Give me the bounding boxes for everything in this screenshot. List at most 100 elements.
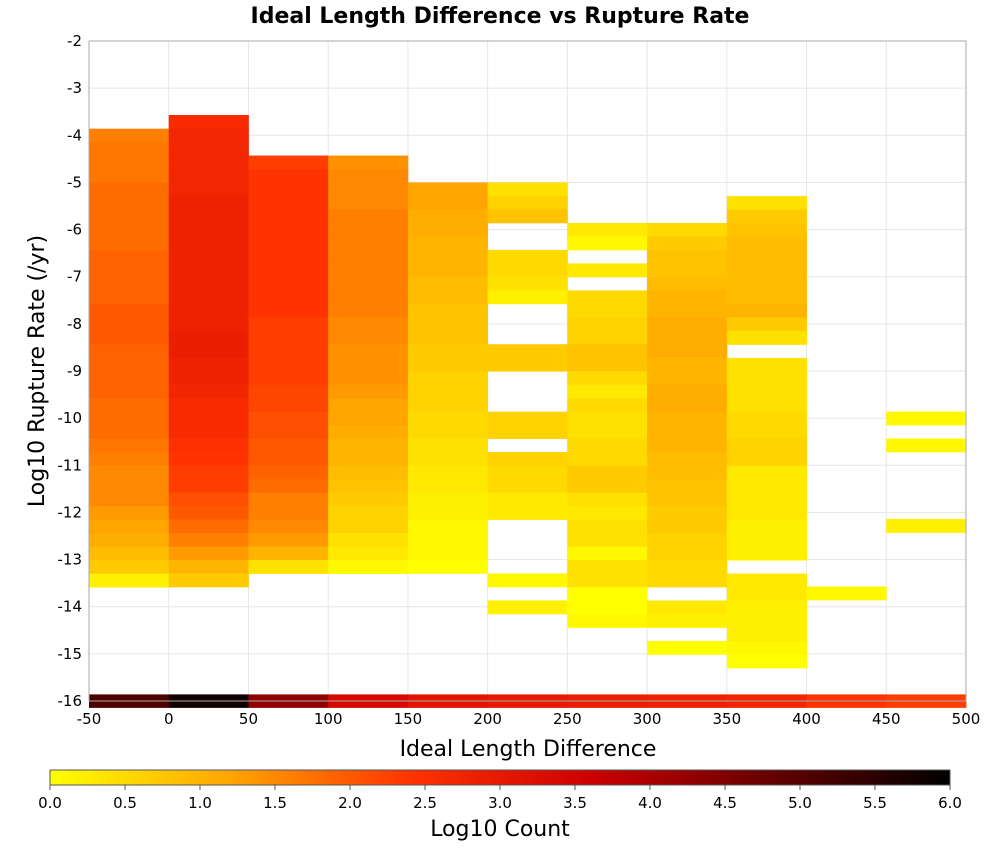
heatmap-cell: [567, 384, 648, 399]
heatmap-cell: [567, 290, 648, 305]
heatmap-cell: [407, 317, 489, 332]
heatmap-cell: [89, 384, 170, 399]
heatmap-cell: [407, 506, 489, 520]
y-tick-label: -10: [58, 409, 83, 427]
heatmap-cell: [328, 533, 409, 547]
heatmap-cell: [726, 250, 807, 264]
heatmap-cell: [168, 344, 249, 359]
heatmap-cell: [726, 627, 807, 642]
heatmap-cell: [647, 519, 728, 534]
heatmap-cell: [407, 465, 489, 480]
x-tick-label: 100: [314, 710, 343, 728]
heatmap-cell: [168, 195, 249, 210]
y-axis-ticks: -2 -3 -4 -5 -6 -7 -8 -9 -10 -11 -12 -13 -14 -15 -16: [58, 32, 83, 710]
heatmap-cell: [328, 357, 409, 372]
heatmap-cell: [487, 425, 568, 440]
heatmap-cell: [248, 452, 329, 467]
heatmap-cell: [567, 492, 648, 507]
heatmap-cell: [248, 169, 329, 183]
heatmap-cell: [328, 371, 409, 386]
x-tick-label: 200: [473, 710, 502, 728]
heatmap-cell: [726, 438, 807, 453]
heatmap-cell: [647, 533, 728, 547]
heatmap-cell: [407, 384, 489, 399]
heatmap-cell: [567, 371, 648, 386]
heatmap-cell: [726, 641, 807, 655]
heatmap-cell: [89, 371, 170, 386]
heatmap-cell: [567, 330, 648, 345]
heatmap-cell: [726, 263, 807, 278]
heatmap-cell: [407, 249, 489, 264]
heatmap-cell: [248, 533, 329, 547]
heatmap-cell: [89, 344, 170, 359]
colorbar-tick-label: 3.5: [563, 794, 587, 812]
y-tick-label: -4: [67, 126, 82, 144]
heatmap-cell: [806, 586, 887, 601]
heatmap-cell: [89, 425, 170, 440]
heatmap-cell: [647, 573, 728, 588]
heatmap-cell: [168, 465, 249, 480]
heatmap-cell: [168, 506, 249, 520]
heatmap-cell: [168, 115, 249, 129]
x-tick-label: 250: [553, 710, 582, 728]
y-tick-label: -2: [67, 32, 82, 50]
heatmap-cell: [647, 290, 728, 305]
heatmap-cell: [647, 384, 728, 399]
heatmap-cell: [487, 276, 568, 291]
heatmap-cell: [647, 465, 728, 480]
heatmap-cell: [168, 438, 249, 453]
heatmap-cell: [248, 290, 329, 305]
heatmap-cell: [89, 519, 170, 534]
heatmap-cell: [407, 519, 489, 534]
heatmap-cell: [248, 546, 329, 561]
heatmap-cell: [726, 479, 807, 494]
heatmap-cell: [89, 465, 170, 480]
heatmap-cell: [726, 614, 807, 628]
x-tick-label: 150: [394, 710, 423, 728]
heatmap-cell: [647, 398, 728, 413]
colorbar-tick-label: 4.5: [713, 794, 737, 812]
heatmap-cell: [89, 330, 170, 345]
heatmap-cell: [407, 532, 489, 547]
heatmap-cell: [168, 155, 249, 170]
heatmap-cell: [168, 236, 249, 251]
heatmap-cell: [248, 560, 329, 574]
colorbar-tick-label: 1.0: [188, 794, 212, 812]
colorbar-tick-label: 5.0: [788, 794, 812, 812]
heatmap-cell: [567, 465, 648, 480]
heatmap-cell: [726, 573, 807, 588]
heatmap-cell: [407, 276, 489, 291]
heatmap-cell: [726, 519, 807, 534]
heatmap-cell: [328, 209, 409, 224]
y-axis-label: Log10 Rupture Rate (/yr): [25, 235, 50, 507]
heatmap-cell: [407, 209, 489, 224]
heatmap-cell: [328, 560, 409, 574]
heatmap-cell: [328, 479, 409, 494]
heatmap-cell: [248, 371, 329, 386]
colorbar-tick-label: 3.0: [488, 794, 512, 812]
heatmap-cell: [726, 600, 807, 615]
heatmap-cell: [567, 560, 648, 574]
heatmap-cell: [328, 249, 409, 264]
heatmap-cell: [328, 169, 409, 183]
heatmap-cell: [89, 142, 170, 157]
heatmap-cell: [567, 398, 648, 413]
heatmap-cell: [647, 492, 728, 507]
heatmap-cell: [407, 411, 489, 426]
heatmap-cell: [647, 249, 728, 264]
colorbar-tick-label: 1.5: [263, 794, 287, 812]
heatmap-cell: [248, 182, 329, 197]
heatmap-cell: [407, 398, 489, 413]
heatmap-cell: [726, 411, 807, 426]
heatmap-cell: [567, 236, 648, 251]
heatmap-cell: [328, 290, 409, 305]
heatmap-cell: [89, 438, 170, 453]
heatmap-cell: [168, 492, 249, 507]
heatmap-cell: [647, 613, 728, 628]
heatmap-cell: [487, 479, 568, 493]
heatmap-cell: [328, 465, 409, 480]
colorbar-tick-label: 2.0: [338, 794, 362, 812]
heatmap-cell: [726, 236, 807, 251]
heatmap-cell: [726, 654, 807, 669]
heatmap-cell: [407, 182, 489, 197]
